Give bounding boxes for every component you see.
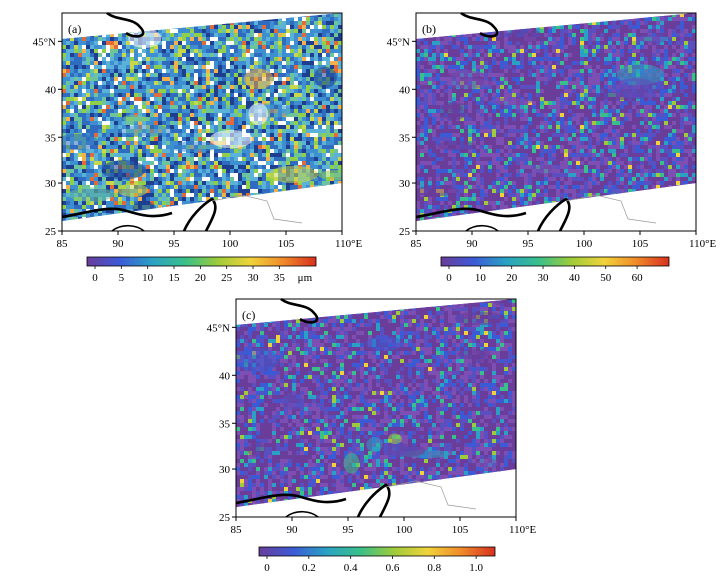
y-tick-label: 35 <box>399 132 411 144</box>
colorbar-tick-label: 50 <box>600 272 612 284</box>
x-tick-label: 85 <box>231 524 243 536</box>
colorbar: 0 10 20 30 40 50 60 <box>440 256 670 284</box>
panel-label: (b) <box>422 22 436 36</box>
y-tick-label: 30 <box>399 178 411 190</box>
satellite-swath <box>236 299 516 507</box>
colorbar-tick-label: 30 <box>248 272 260 284</box>
x-tick-label: 90 <box>287 524 299 536</box>
border-lines <box>565 194 657 224</box>
colorbar-gradient <box>86 256 317 267</box>
map-frame <box>61 12 343 232</box>
y-tick-label: 25 <box>399 226 411 238</box>
colorbar-tick-label: 0.6 <box>386 562 400 574</box>
x-tick-label: 110°E <box>335 238 362 250</box>
y-tick-label: 30 <box>219 464 231 476</box>
coastline-outline <box>415 11 571 232</box>
colorbar-tick-label: 15 <box>169 272 181 284</box>
y-tick-label: 25 <box>219 512 231 524</box>
x-tick-label: 90 <box>467 238 479 250</box>
x-tick-label: 100 <box>222 238 239 250</box>
x-tick-label: 95 <box>523 238 535 250</box>
colorbar-tick-label: 0 <box>92 272 98 284</box>
colorbar-gradient <box>440 256 670 267</box>
colorbar-tick-label: 0 <box>264 562 270 574</box>
y-tick-label: 25 <box>45 226 57 238</box>
colorbar-tick-label: 5 <box>119 272 125 284</box>
colorbar: 0 0.2 0.4 0.6 0.8 1.0 <box>258 546 496 574</box>
coastline-outline <box>235 297 391 518</box>
colorbar-tick-label: 10 <box>475 272 487 284</box>
colorbar: 0 5 10 15 20 25 30 35 μm <box>86 256 317 284</box>
colorbar-tick-label: 0.2 <box>302 562 316 574</box>
x-tick-label: 105 <box>278 238 295 250</box>
satellite-swath <box>416 13 696 221</box>
y-tick-label: 40 <box>45 84 57 96</box>
y-tick-label: 40 <box>219 370 231 382</box>
colorbar-unit: μm <box>298 272 313 284</box>
colorbar-gradient <box>258 546 496 557</box>
map-frame <box>415 12 697 232</box>
y-tick-label: 35 <box>219 418 231 430</box>
y-tick-label: 30 <box>45 178 57 190</box>
x-tick-label: 100 <box>576 238 593 250</box>
colorbar-tick-label: 0 <box>446 272 452 284</box>
colorbar-tick-label: 20 <box>506 272 518 284</box>
colorbar-tick-label: 60 <box>632 272 644 284</box>
colorbar-tick-label: 20 <box>195 272 207 284</box>
x-tick-label: 85 <box>411 238 423 250</box>
x-tick-label: 85 <box>57 238 69 250</box>
y-tick-label: 40 <box>399 84 411 96</box>
map-frame <box>235 298 517 518</box>
border-lines <box>211 194 303 224</box>
coastline-outline <box>61 11 217 232</box>
colorbar-tick-label: 0.8 <box>427 562 441 574</box>
x-tick-label: 95 <box>343 524 355 536</box>
x-tick-label: 105 <box>452 524 469 536</box>
colorbar-tick-label: 40 <box>569 272 581 284</box>
colorbar-tick-label: 30 <box>538 272 550 284</box>
x-tick-label: 100 <box>396 524 413 536</box>
y-tick-label: 45°N <box>207 322 230 334</box>
colorbar-tick-label: 0.4 <box>344 562 358 574</box>
colorbar-tick-label: 35 <box>274 272 286 284</box>
y-tick-label: 45°N <box>33 36 56 48</box>
x-tick-label: 110°E <box>689 238 716 250</box>
border-lines <box>385 480 477 510</box>
panel-label: (a) <box>68 22 81 36</box>
y-tick-label: 35 <box>45 132 57 144</box>
colorbar-tick-label: 10 <box>142 272 154 284</box>
colorbar-tick-label: 1.0 <box>469 562 483 574</box>
x-tick-label: 90 <box>113 238 125 250</box>
x-tick-label: 110°E <box>509 524 536 536</box>
x-tick-label: 105 <box>632 238 649 250</box>
colorbar-tick-label: 25 <box>221 272 233 284</box>
x-tick-label: 95 <box>169 238 181 250</box>
panel-label: (c) <box>242 308 255 322</box>
y-tick-label: 45°N <box>387 36 410 48</box>
